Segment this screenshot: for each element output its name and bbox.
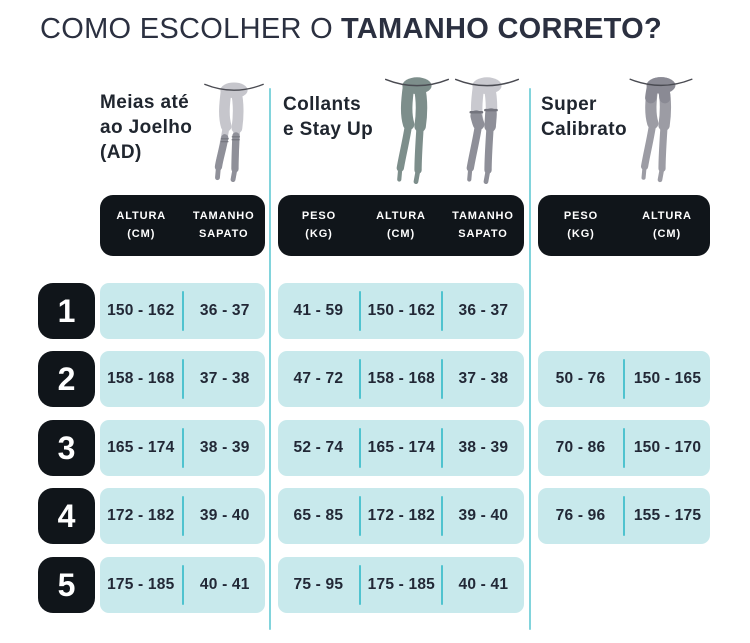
peso-value: 50 - 76 bbox=[555, 370, 606, 387]
header-bar-collants: PESO (KG) ALTURA (CM) TAMANHO SAPATO bbox=[278, 195, 524, 256]
column-header-altura: ALTURA (CM) bbox=[376, 209, 426, 240]
altura-value: 150 - 162 bbox=[107, 302, 175, 319]
size-3-collants-cell: 52 - 74 165 - 174 38 - 39 bbox=[278, 420, 524, 476]
altura-value: 165 - 174 bbox=[367, 439, 435, 456]
tamanho-sapato-value: 36 - 37 bbox=[458, 302, 509, 319]
cell-divider bbox=[623, 359, 625, 399]
peso-value: 75 - 95 bbox=[293, 576, 344, 593]
altura-value: 175 - 185 bbox=[367, 576, 435, 593]
page-title: COMO ESCOLHER O TAMANHO CORRETO? bbox=[40, 13, 662, 46]
section-title-meias: Meias até ao Joelho (AD) bbox=[100, 92, 193, 164]
peso-value: 65 - 85 bbox=[293, 507, 344, 524]
size-3-super-cell: 70 - 86 150 - 170 bbox=[538, 420, 710, 476]
size-1-badge: 1 bbox=[38, 283, 95, 339]
size-2-super-cell: 50 - 76 150 - 165 bbox=[538, 351, 710, 407]
cell-divider bbox=[441, 291, 444, 331]
size-4-badge: 4 bbox=[38, 488, 95, 544]
cell-divider bbox=[441, 496, 444, 536]
altura-value: 150 - 162 bbox=[367, 302, 435, 319]
peso-value: 47 - 72 bbox=[293, 370, 344, 387]
peso-value: 41 - 59 bbox=[293, 302, 344, 319]
altura-value: 172 - 182 bbox=[367, 507, 435, 524]
size-1-meias-cell: 150 - 162 36 - 37 bbox=[100, 283, 265, 339]
tamanho-sapato-value: 39 - 40 bbox=[199, 507, 250, 524]
size-2-collants-cell: 47 - 72 158 - 168 37 - 38 bbox=[278, 351, 524, 407]
cell-divider bbox=[441, 565, 444, 605]
tamanho-sapato-value: 39 - 40 bbox=[458, 507, 509, 524]
peso-value: 52 - 74 bbox=[293, 439, 344, 456]
compression-tights-legs-icon bbox=[629, 77, 693, 183]
cell-divider bbox=[181, 291, 184, 331]
tamanho-sapato-value: 37 - 38 bbox=[458, 370, 509, 387]
tamanho-sapato-value: 38 - 39 bbox=[458, 439, 509, 456]
altura-value: 158 - 168 bbox=[367, 370, 435, 387]
cell-divider bbox=[181, 565, 184, 605]
size-4-collants-cell: 65 - 85 172 - 182 39 - 40 bbox=[278, 488, 524, 544]
cell-divider bbox=[181, 496, 184, 536]
size-5-badge: 5 bbox=[38, 557, 95, 613]
tamanho-sapato-value: 40 - 41 bbox=[199, 576, 250, 593]
size-5-collants-cell: 75 - 95 175 - 185 40 - 41 bbox=[278, 557, 524, 613]
column-header-tamanho-sapato: TAMANHO SAPATO bbox=[192, 209, 255, 240]
page-title-bold: TAMANHO CORRETO? bbox=[340, 13, 663, 45]
cell-divider bbox=[181, 359, 184, 399]
tamanho-sapato-value: 38 - 39 bbox=[199, 439, 250, 456]
tights-legs-icon bbox=[384, 77, 450, 184]
cell-divider bbox=[623, 496, 625, 536]
cell-divider bbox=[358, 496, 361, 536]
column-header-altura: ALTURA (CM) bbox=[642, 209, 692, 240]
section-separator bbox=[269, 88, 271, 630]
cell-divider bbox=[623, 428, 625, 468]
peso-value: 76 - 96 bbox=[555, 507, 606, 524]
section-title-super: Super Calibrato bbox=[541, 94, 627, 141]
cell-divider bbox=[358, 359, 361, 399]
altura-value: 150 - 165 bbox=[633, 370, 702, 387]
cell-divider bbox=[358, 291, 361, 331]
section-separator bbox=[529, 88, 531, 630]
knee-high-socks-legs-icon bbox=[204, 82, 264, 183]
cell-divider bbox=[181, 428, 184, 468]
size-3-meias-cell: 165 - 174 38 - 39 bbox=[100, 420, 265, 476]
size-4-meias-cell: 172 - 182 39 - 40 bbox=[100, 488, 265, 544]
altura-value: 158 - 168 bbox=[107, 370, 175, 387]
size-2-meias-cell: 158 - 168 37 - 38 bbox=[100, 351, 265, 407]
page-title-regular: COMO ESCOLHER O bbox=[40, 13, 333, 45]
altura-value: 150 - 170 bbox=[633, 439, 702, 456]
section-title-collants: Collants e Stay Up bbox=[283, 94, 374, 141]
column-header-peso: PESO (KG) bbox=[301, 209, 337, 240]
size-4-super-cell: 76 - 96 155 - 175 bbox=[538, 488, 710, 544]
altura-value: 175 - 185 bbox=[107, 576, 175, 593]
cell-divider bbox=[358, 565, 361, 605]
altura-value: 155 - 175 bbox=[633, 507, 702, 524]
column-header-tamanho-sapato: TAMANHO SAPATO bbox=[452, 209, 514, 240]
peso-value: 70 - 86 bbox=[555, 439, 606, 456]
tamanho-sapato-value: 40 - 41 bbox=[458, 576, 509, 593]
size-3-badge: 3 bbox=[38, 420, 95, 476]
column-header-peso: PESO (KG) bbox=[563, 209, 599, 240]
cell-divider bbox=[441, 359, 444, 399]
tamanho-sapato-value: 37 - 38 bbox=[199, 370, 250, 387]
header-bar-meias: ALTURA (CM) TAMANHO SAPATO bbox=[100, 195, 265, 256]
cell-divider bbox=[441, 428, 444, 468]
cell-divider bbox=[358, 428, 361, 468]
size-2-badge: 2 bbox=[38, 351, 95, 407]
stay-up-stockings-legs-icon bbox=[454, 77, 520, 184]
size-1-collants-cell: 41 - 59 150 - 162 36 - 37 bbox=[278, 283, 524, 339]
header-bar-super: PESO (KG) ALTURA (CM) bbox=[538, 195, 710, 256]
altura-value: 165 - 174 bbox=[107, 439, 175, 456]
size-5-meias-cell: 175 - 185 40 - 41 bbox=[100, 557, 265, 613]
tamanho-sapato-value: 36 - 37 bbox=[199, 302, 250, 319]
altura-value: 172 - 182 bbox=[107, 507, 175, 524]
column-header-altura: ALTURA (CM) bbox=[116, 209, 167, 240]
